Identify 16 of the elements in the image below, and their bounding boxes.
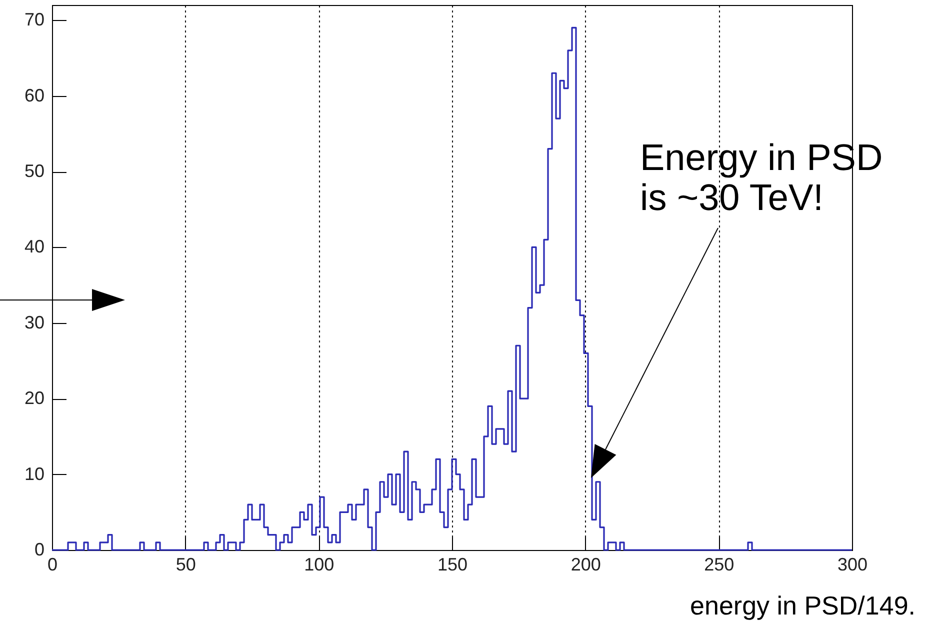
y-tick-label: 60: [24, 85, 44, 106]
x-tick-label: 0: [47, 554, 58, 574]
y-tick-label: 30: [24, 312, 44, 332]
y-tick-label: 20: [24, 388, 44, 408]
x-tick-label: 200: [570, 554, 601, 574]
x-tick-label: 50: [176, 554, 196, 574]
x-tick-label: 150: [437, 554, 468, 574]
x-tick-label: 300: [837, 554, 868, 574]
y-tick-label: 40: [24, 236, 44, 257]
y-tick-label: 10: [24, 464, 44, 484]
x-axis-title: energy in PSD/149.: [690, 590, 916, 620]
y-tick-label: 70: [24, 10, 44, 30]
y-tick-label: 0: [34, 540, 44, 560]
x-tick-label: 100: [304, 554, 334, 574]
y-tick-label: 50: [24, 161, 44, 182]
x-tick-label: 250: [704, 554, 734, 574]
